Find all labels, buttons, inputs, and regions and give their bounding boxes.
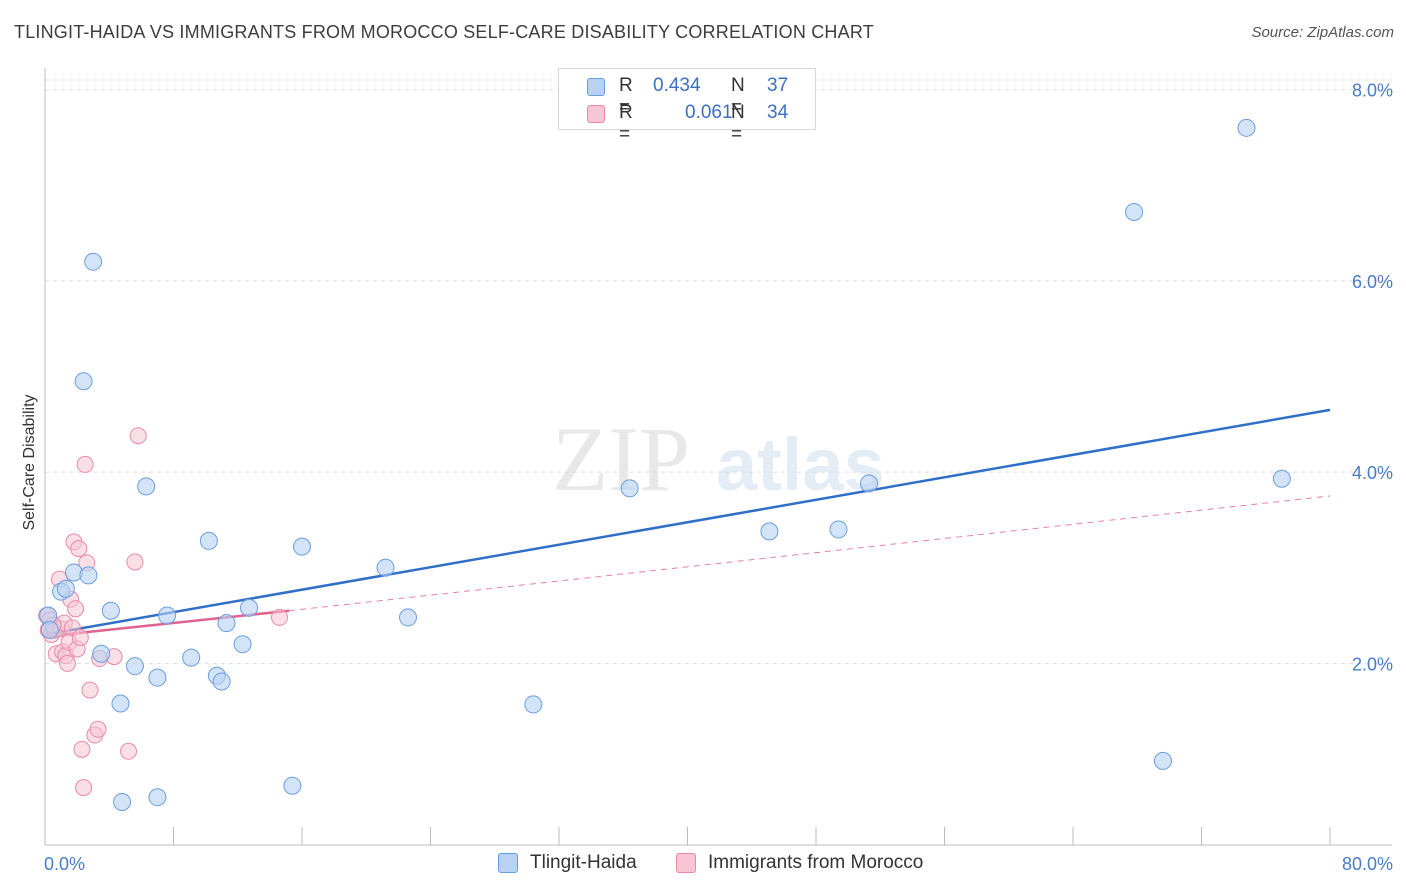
point-morocco <box>120 742 138 760</box>
point-morocco <box>81 681 99 699</box>
r-value: 0.061 <box>685 102 733 123</box>
x-tick-label: 80.0% <box>1342 854 1393 874</box>
n-label: N = <box>731 75 745 118</box>
point-tlingit-haida <box>84 252 103 271</box>
watermark-atlas: atlas <box>716 423 885 506</box>
point-tlingit-haida <box>182 648 201 667</box>
point-tlingit-haida <box>56 579 75 598</box>
point-morocco <box>70 540 88 558</box>
point-tlingit-haida <box>74 372 93 391</box>
point-tlingit-haida <box>125 657 144 676</box>
blue-swatch <box>587 78 605 96</box>
point-tlingit-haida <box>101 601 120 620</box>
point-tlingit-haida <box>217 614 236 633</box>
point-tlingit-haida <box>293 537 311 556</box>
point-morocco <box>129 427 147 445</box>
gridlines <box>45 79 1392 664</box>
point-tlingit-haida <box>148 788 167 807</box>
point-tlingit-haida <box>1125 202 1144 221</box>
point-tlingit-haida <box>524 695 543 714</box>
r-label: R = <box>619 75 633 118</box>
point-tlingit-haida <box>79 566 98 585</box>
point-tlingit-haida <box>1237 118 1256 137</box>
point-tlingit-haida <box>113 792 132 811</box>
point-tlingit-haida <box>40 620 59 639</box>
blue-swatch <box>498 853 518 873</box>
point-tlingit-haida <box>376 558 395 577</box>
point-morocco <box>271 608 289 626</box>
point-tlingit-haida <box>620 479 639 498</box>
point-tlingit-haida <box>239 598 258 617</box>
n-value: 37 <box>767 75 789 96</box>
points-tlingit-haida <box>39 118 1291 811</box>
point-tlingit-haida <box>148 668 167 687</box>
pink-swatch <box>587 105 605 123</box>
trend-line-morocco-extension <box>289 495 1331 612</box>
point-tlingit-haida <box>92 644 111 663</box>
point-tlingit-haida <box>283 776 302 795</box>
legend-label: Immigrants from Morocco <box>708 852 924 873</box>
point-tlingit-haida <box>1153 751 1172 770</box>
point-tlingit-haida <box>760 522 779 541</box>
y-tick-label: 2.0% <box>1352 654 1393 674</box>
point-tlingit-haida <box>233 635 252 654</box>
source-label: Source: ZipAtlas.com <box>1251 24 1394 41</box>
point-tlingit-haida <box>399 608 418 627</box>
r-value: 0.434 <box>653 75 701 96</box>
point-tlingit-haida <box>111 694 130 713</box>
point-morocco <box>58 654 76 672</box>
chart-title: TLINGIT-HAIDA VS IMMIGRANTS FROM MOROCCO… <box>14 22 874 42</box>
y-tick-label: 4.0% <box>1352 463 1393 483</box>
point-morocco <box>67 600 85 618</box>
watermark: ZIP atlas <box>552 408 885 510</box>
y-axis-label: Self-Care Disability <box>21 394 38 530</box>
n-label: N = <box>731 102 745 145</box>
point-tlingit-haida <box>860 474 879 493</box>
point-morocco <box>71 628 89 646</box>
point-tlingit-haida <box>158 606 177 625</box>
point-morocco <box>89 720 107 738</box>
point-morocco <box>73 740 91 758</box>
watermark-zip: ZIP <box>552 408 690 510</box>
stats-legend: R = 0.434 N = 37 R = 0.061 N = 34 <box>558 68 816 145</box>
n-value: 34 <box>767 102 789 123</box>
tick-labels: 2.0% 4.0% 6.0% 8.0% 0.0% 80.0% <box>44 81 1393 874</box>
point-tlingit-haida <box>137 477 156 496</box>
x-tick-label: 0.0% <box>44 854 85 874</box>
r-label: R = <box>619 102 633 145</box>
point-tlingit-haida <box>829 520 848 539</box>
point-morocco <box>75 779 93 797</box>
point-tlingit-haida <box>1272 469 1291 488</box>
axes <box>44 68 1392 846</box>
trend-line-tlingit-haida <box>44 408 1331 636</box>
y-tick-label: 8.0% <box>1352 81 1393 101</box>
point-tlingit-haida <box>212 672 231 691</box>
y-tick-label: 6.0% <box>1352 272 1393 292</box>
point-tlingit-haida <box>199 531 218 550</box>
pink-swatch <box>676 853 696 873</box>
point-morocco <box>76 455 94 473</box>
legend-label: Tlingit-Haida <box>530 852 637 873</box>
point-morocco <box>126 553 144 571</box>
